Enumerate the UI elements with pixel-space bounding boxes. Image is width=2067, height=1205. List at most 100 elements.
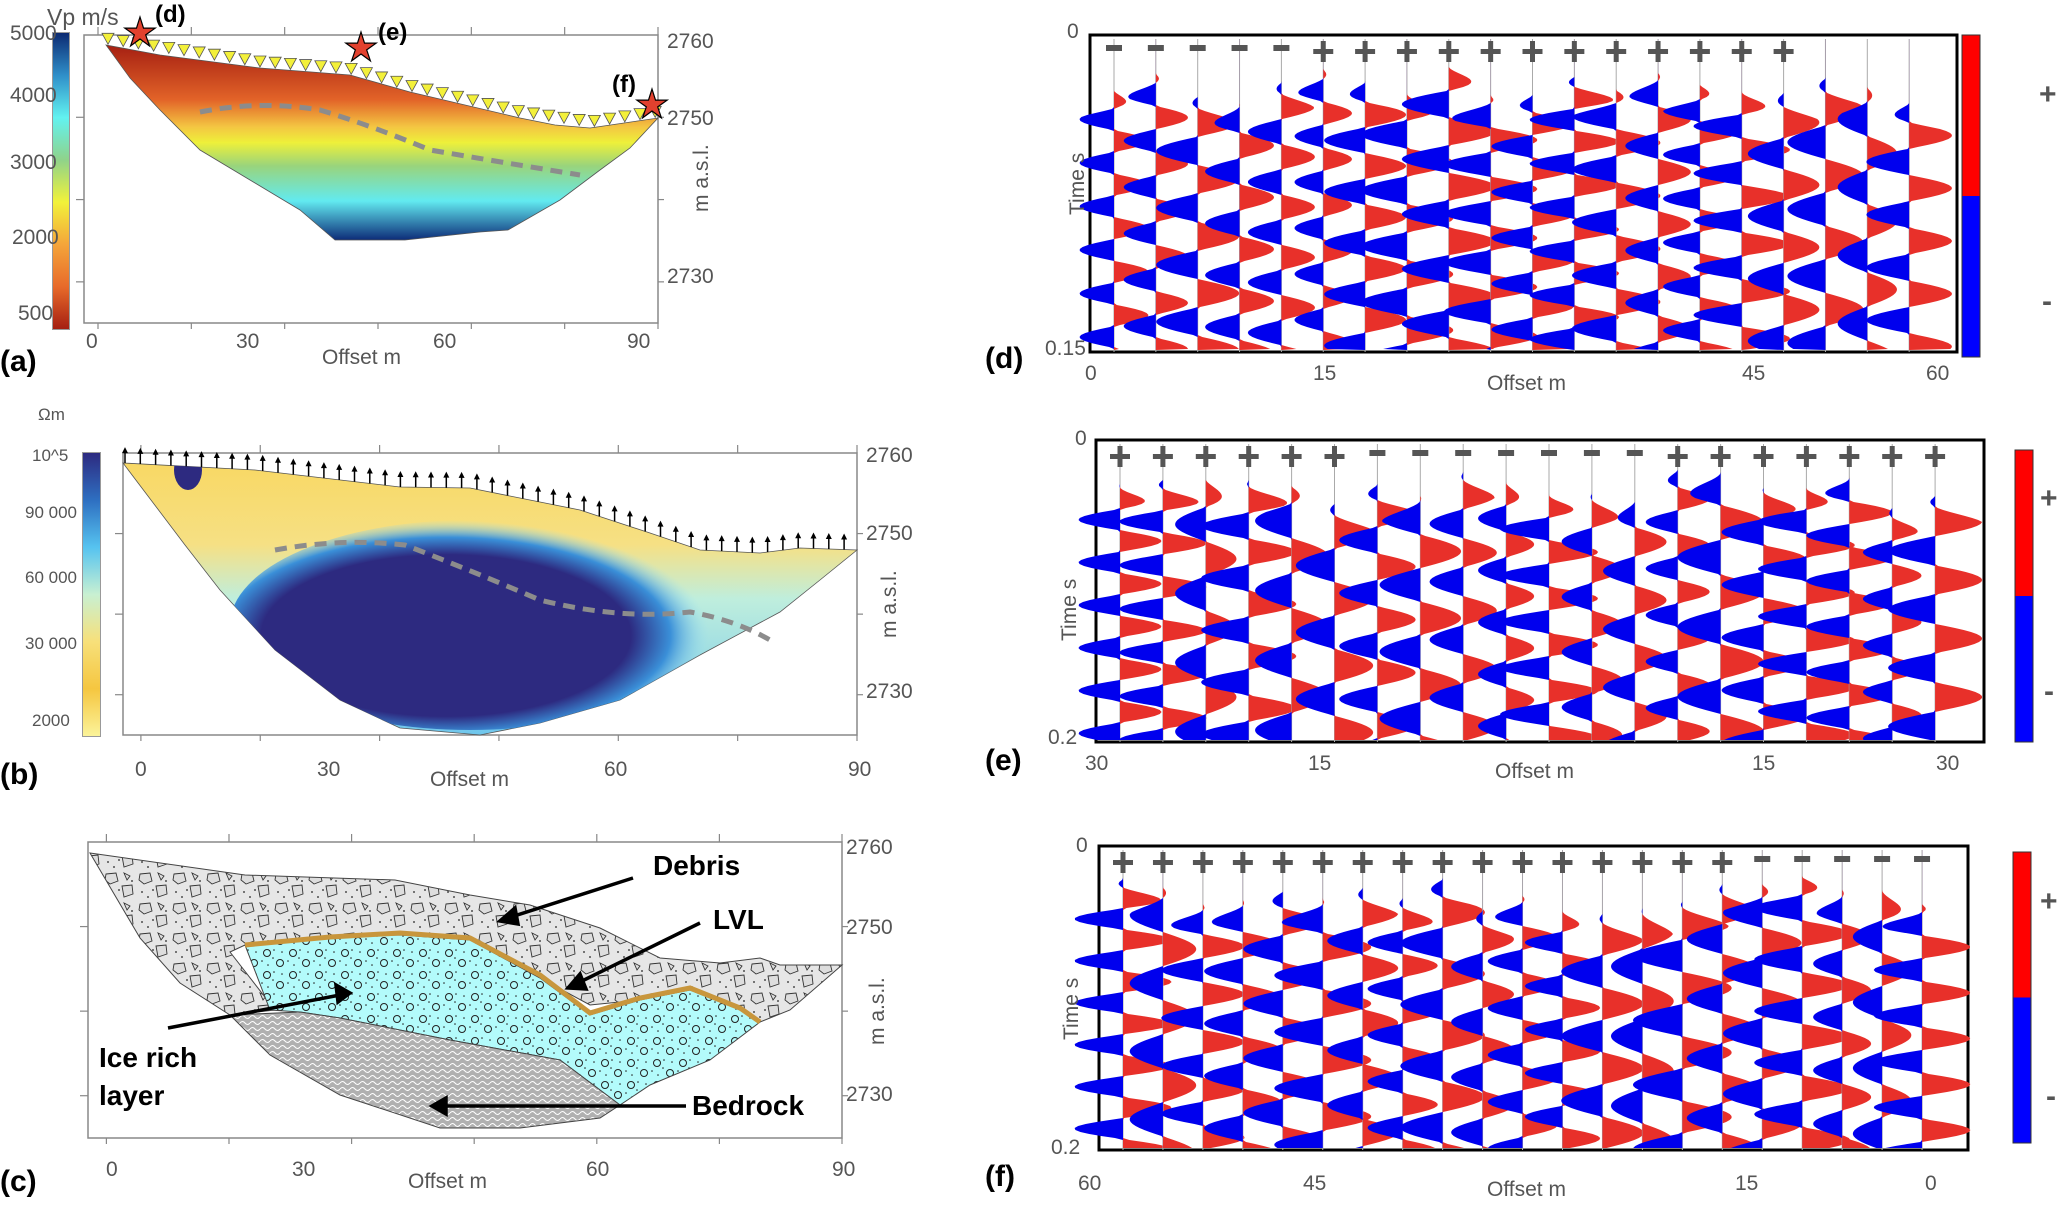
legend-minus-d: -: [2042, 285, 2052, 318]
geophone-icon: [405, 80, 419, 93]
electrode-arrowhead: [167, 449, 174, 456]
bedrock-layer: [228, 1011, 621, 1129]
negative-lobe: [1339, 444, 1378, 740]
y-tick-a: 2750: [667, 107, 714, 130]
colorbar-a-tick: 3000: [10, 151, 57, 174]
positive-lobe: [1155, 39, 1189, 350]
geophone-icon: [146, 39, 161, 52]
negative-lobe: [1294, 39, 1324, 350]
polarity-plus-icon-vertical: [1117, 446, 1123, 467]
negative-lobe: [1693, 39, 1742, 350]
trace: [1401, 39, 1496, 352]
electrode-arrowhead: [841, 533, 848, 540]
electrode-arrowhead: [229, 452, 236, 459]
positive-lobe: [1281, 39, 1315, 350]
negative-lobe: [1747, 39, 1784, 350]
panel-label-e: (e): [985, 744, 1022, 777]
positive-lobe: [1677, 444, 1710, 740]
polarity-plus-icon-vertical: [1120, 852, 1126, 873]
positive-lobe: [1591, 444, 1623, 740]
negative-lobe: [1451, 850, 1483, 1148]
x-tick-c: 0: [106, 1158, 118, 1181]
electrode-arrowhead: [795, 532, 802, 539]
polarity-plus-icon-vertical: [1889, 446, 1895, 467]
geophone-icon: [511, 105, 526, 118]
negative-lobe: [1837, 39, 1868, 350]
negative-lobe: [1175, 444, 1206, 740]
trace: [1175, 444, 1237, 742]
y-tick-e: 0.2: [1048, 726, 1078, 749]
electrode-arrowhead: [428, 471, 434, 478]
x-tick-a: 90: [627, 330, 651, 353]
trace: [1747, 39, 1820, 352]
y-tick-f: 0: [1076, 834, 1088, 857]
polarity-plus-icon-vertical: [1781, 41, 1787, 62]
polarity-plus-icon-vertical: [1362, 41, 1368, 62]
colorbar-a-tick: 5000: [10, 22, 57, 45]
polarity-colorbar-negative: [2013, 997, 2031, 1143]
trace: [1451, 850, 1515, 1150]
geophone-icon: [374, 71, 389, 84]
trace: [1632, 850, 1732, 1150]
positive-lobe: [1634, 444, 1667, 740]
location-label: (e): [378, 19, 407, 46]
polarity-minus-icon: [1541, 450, 1557, 456]
positive-lobe: [1682, 850, 1732, 1148]
y-tick-c: 2730: [846, 1083, 893, 1106]
trace: [1866, 39, 1953, 352]
seismogram-e: [1078, 438, 2034, 744]
negative-lobe: [1632, 850, 1683, 1148]
negative-lobe: [1787, 39, 1826, 350]
polarity-plus-icon-vertical: [1675, 446, 1681, 467]
x-tick-b: 0: [135, 758, 147, 781]
geophone-icon: [116, 35, 130, 48]
positive-lobe: [1825, 39, 1864, 350]
panel-label-c: (c): [0, 1165, 37, 1198]
negative-lobe: [1561, 444, 1592, 740]
electrode-arrowhead: [810, 532, 817, 539]
trace: [1379, 444, 1462, 742]
electrode-arrowhead: [305, 460, 312, 467]
geophone-icon: [101, 32, 115, 46]
negative-lobe: [1721, 444, 1764, 740]
xlabel-d: Offset m: [1487, 372, 1566, 395]
positive-lobe: [1506, 444, 1535, 740]
positive-lobe: [1162, 850, 1197, 1148]
polarity-plus-icon-vertical: [1332, 446, 1337, 467]
frame-c: [87, 841, 843, 1139]
x-tick-c: 90: [832, 1158, 856, 1181]
negative-lobe: [1156, 39, 1198, 350]
electrode-arrowhead: [183, 450, 190, 457]
polarity-minus-icon: [1147, 45, 1164, 51]
polarity-plus-icon-vertical: [1932, 446, 1938, 467]
electrode-arrowhead: [565, 491, 572, 498]
positive-lobe: [1882, 850, 1912, 1148]
positive-lobe: [1802, 850, 1851, 1148]
negative-lobe: [1524, 850, 1563, 1148]
positive-lobe: [1463, 444, 1497, 740]
xlabel-a: Offset m: [322, 346, 401, 369]
trace: [1205, 39, 1275, 352]
negative-lobe: [1074, 850, 1123, 1148]
electrode-arrowhead: [290, 458, 297, 465]
y-tick-b: 2760: [866, 444, 913, 467]
electrode-arrowhead: [519, 482, 526, 489]
negative-lobe: [1201, 444, 1249, 740]
positive-lobe: [1205, 444, 1237, 740]
polarity-plus-icon-vertical: [1718, 446, 1724, 467]
geophone-icon: [192, 46, 206, 59]
location-label: (f): [612, 71, 636, 98]
colorbar-b-tick: 2000: [32, 711, 70, 730]
geophone-icon: [177, 44, 191, 57]
trace: [1367, 850, 1438, 1150]
ylabel-f: Time s: [1060, 977, 1083, 1040]
velocity-body: [105, 44, 660, 241]
electrode-arrowhead: [657, 520, 664, 527]
x-tick-e: 30: [1085, 752, 1109, 775]
geophone-icon: [420, 83, 434, 96]
positive-lobe: [1935, 444, 1983, 740]
electrode-arrowhead: [443, 471, 450, 478]
trace: [1123, 39, 1189, 352]
legend-minus-e: -: [2044, 675, 2054, 708]
trace: [1852, 850, 1912, 1150]
